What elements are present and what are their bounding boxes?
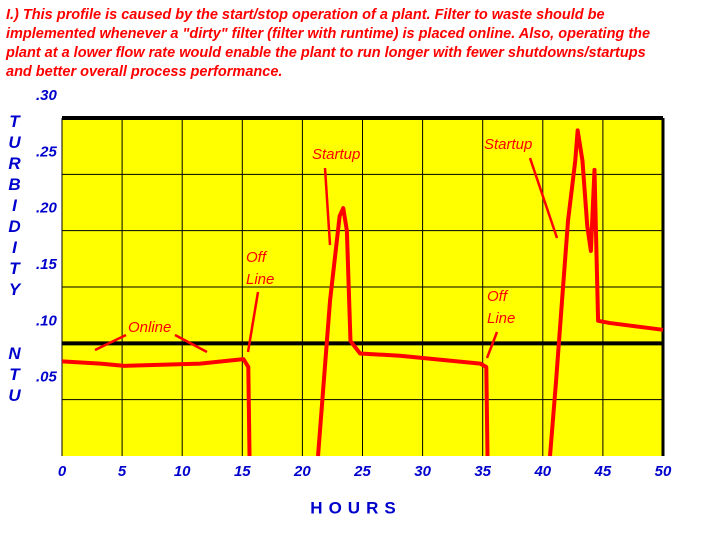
y-axis-label: TURBIDITY [5, 112, 24, 301]
x-tick-label: 50 [655, 463, 672, 480]
y-tick-label: .20 [36, 200, 58, 217]
y-tick-label: .30 [36, 87, 58, 104]
x-tick-label: 30 [414, 463, 431, 480]
annotation: Online [128, 319, 171, 336]
annotation-arrow [528, 157, 559, 239]
y-tick-label: .10 [36, 312, 58, 329]
y-tick-label: .25 [36, 143, 58, 160]
annotation: Off [487, 288, 509, 305]
chart-title: I.) This profile is caused by the start/… [6, 7, 651, 80]
x-tick-label: 25 [353, 463, 371, 480]
annotation-arrow [485, 331, 499, 359]
x-tick-label: 5 [118, 463, 127, 480]
x-tick-label: 35 [474, 463, 491, 480]
x-tick-label: 40 [533, 463, 551, 480]
x-axis-label: HOURS [310, 498, 401, 517]
annotation: Startup [312, 146, 360, 163]
y-tick-label: .15 [36, 256, 58, 273]
annotation-arrow [323, 167, 332, 246]
y-axis-label: NTU [5, 344, 24, 407]
annotation-arrow [246, 291, 260, 353]
x-tick-label: 0 [58, 463, 67, 480]
x-tick-label: 20 [293, 463, 311, 480]
y-tick-label: .05 [36, 369, 58, 386]
annotation-arrow [174, 333, 208, 354]
annotation-arrow [94, 333, 127, 352]
x-tick-label: 15 [234, 463, 251, 480]
annotation: Line [487, 310, 515, 327]
x-tick-label: 10 [174, 463, 191, 480]
annotation: Startup [484, 136, 532, 153]
annotation: Off [246, 249, 268, 266]
annotation: Line [246, 271, 274, 288]
x-tick-label: 45 [594, 463, 612, 480]
data-line [61, 128, 664, 457]
